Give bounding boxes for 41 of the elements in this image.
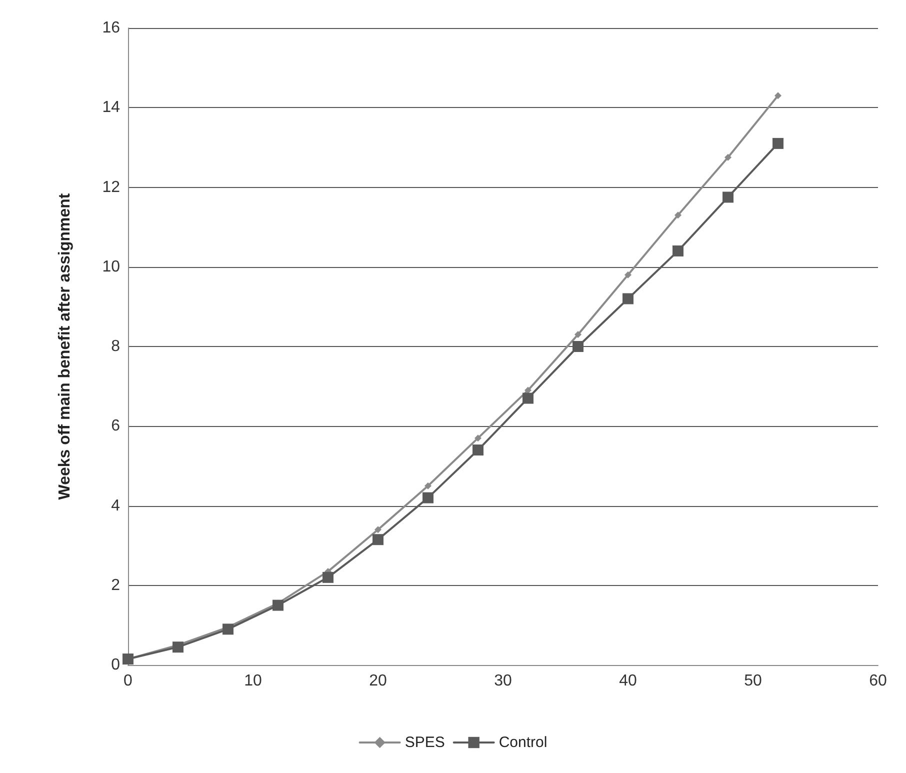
point <box>722 192 734 203</box>
y-tick-label: 2 <box>111 576 120 594</box>
point <box>574 331 582 338</box>
x-tick-label: 0 <box>124 672 133 690</box>
point <box>374 526 382 534</box>
x-tick-label: 50 <box>744 672 762 690</box>
y-tick-label: 16 <box>102 20 120 36</box>
point <box>474 434 482 442</box>
y-axis-title: Weeks off main benefit after assignment <box>56 192 74 500</box>
point <box>624 271 632 278</box>
point <box>424 482 432 490</box>
point <box>222 624 234 635</box>
y-tick-label: 4 <box>111 497 120 514</box>
legend-label: SPES <box>404 734 445 751</box>
point <box>622 293 634 304</box>
y-tick-label: 12 <box>102 178 120 196</box>
point <box>422 492 434 504</box>
point <box>522 392 534 404</box>
point <box>524 386 532 394</box>
point <box>272 600 284 611</box>
x-tick-label: 30 <box>494 672 512 690</box>
y-tick-label: 6 <box>111 418 120 435</box>
point <box>172 642 184 653</box>
legend-label: Control <box>498 734 548 751</box>
y-tick-label: 10 <box>102 258 120 276</box>
x-tick-label: 20 <box>369 672 387 690</box>
point <box>572 341 584 352</box>
y-tick-label: 14 <box>102 99 120 116</box>
x-tick-label: 10 <box>244 672 262 690</box>
point <box>772 138 784 149</box>
point <box>672 245 684 256</box>
point <box>724 154 732 161</box>
point <box>322 572 334 583</box>
point <box>372 534 384 546</box>
point <box>774 92 782 100</box>
y-tick-label: 8 <box>111 338 120 355</box>
point <box>674 212 682 219</box>
point <box>472 444 484 456</box>
x-tick-label: 40 <box>619 672 637 690</box>
x-tick-label: 60 <box>869 672 887 690</box>
y-tick-label: 0 <box>111 656 120 674</box>
